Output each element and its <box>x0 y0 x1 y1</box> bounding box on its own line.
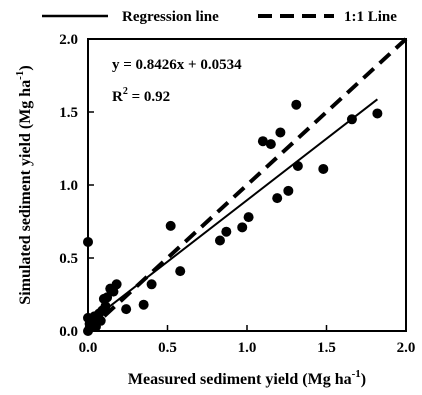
data-point-24 <box>214 235 225 246</box>
regression-equation: y = 0.8426x + 0.0534 <box>112 57 242 73</box>
data-point-0 <box>83 236 93 247</box>
data-point-34 <box>292 161 303 172</box>
data-point-33 <box>291 99 302 110</box>
data-point-35 <box>318 163 329 174</box>
x-axis-label-main: Measured sediment yield (Mg ha <box>128 371 352 388</box>
data-point-22 <box>165 220 176 231</box>
x-tick-3: 1.5 <box>317 340 336 356</box>
y-tick-0: 0.0 <box>59 324 78 340</box>
data-point-26 <box>237 222 248 233</box>
data-point-29 <box>265 139 276 150</box>
data-point-31 <box>275 127 286 138</box>
data-point-23 <box>175 266 186 277</box>
y-axis-label: Simulated sediment yield (Mg ha-1) <box>14 65 34 304</box>
y-tick-1: 0.5 <box>59 251 78 267</box>
data-point-27 <box>243 212 254 223</box>
data-point-11 <box>95 315 106 326</box>
data-point-37 <box>372 108 383 119</box>
x-axis-label: Measured sediment yield (Mg ha-1) <box>128 368 366 388</box>
x-axis-label-close: ) <box>361 371 366 388</box>
legend-identity-label: 1:1 Line <box>344 9 397 25</box>
data-point-36 <box>346 114 357 125</box>
x-tick-2: 1.0 <box>238 340 257 356</box>
r-squared-exp: 2 <box>123 86 128 97</box>
data-point-25 <box>221 226 232 237</box>
y-axis-label-sup: -1 <box>14 71 26 80</box>
r-squared: R2 = 0.92 <box>112 86 170 105</box>
y-axis-label-close: ) <box>17 65 34 70</box>
fit-lines <box>86 37 408 333</box>
data-point-30 <box>272 193 283 204</box>
data-point-20 <box>138 299 149 310</box>
r-squared-value: = 0.92 <box>128 89 170 105</box>
y-axis-label-main: Simulated sediment yield (Mg ha <box>17 80 34 305</box>
y-tick-4: 2.0 <box>59 32 78 48</box>
data-point-18 <box>111 279 122 290</box>
x-tick-1: 0.5 <box>158 340 177 356</box>
y-tick-3: 1.5 <box>59 105 78 121</box>
x-tick-0: 0.0 <box>79 340 98 356</box>
x-tick-4: 2.0 <box>397 340 416 356</box>
data-point-14 <box>100 301 111 312</box>
data-points <box>83 99 383 336</box>
y-tick-2: 1.0 <box>59 178 78 194</box>
x-axis-label-sup: -1 <box>352 368 361 380</box>
data-point-28 <box>257 136 268 147</box>
regression-line <box>87 98 378 324</box>
data-point-15 <box>102 292 113 303</box>
legend: Regression line 1:1 Line <box>42 9 397 25</box>
legend-regression-label: Regression line <box>122 9 219 25</box>
data-point-19 <box>121 304 132 315</box>
r-squared-prefix: R <box>112 89 123 105</box>
data-point-32 <box>283 185 294 196</box>
data-point-21 <box>146 279 157 290</box>
